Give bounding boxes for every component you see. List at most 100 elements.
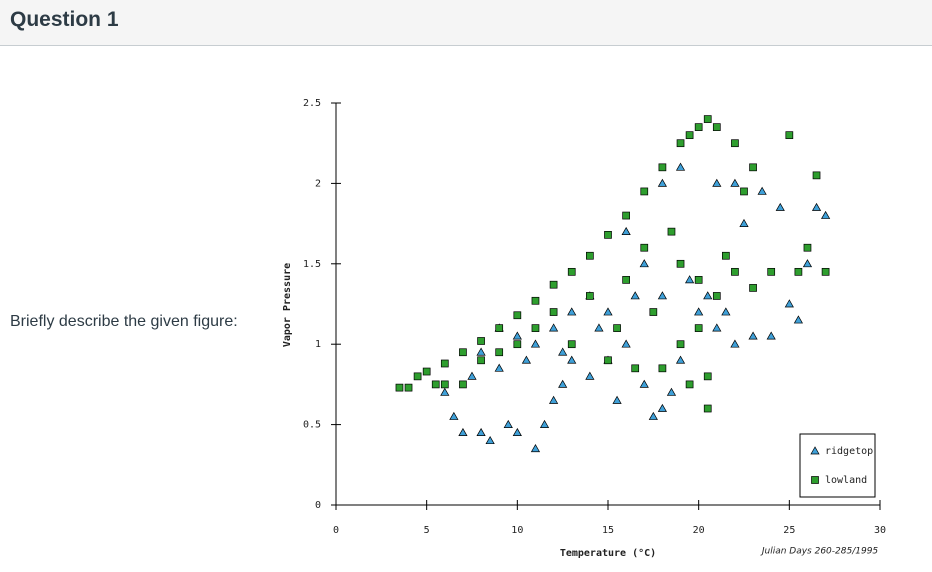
point (567, 340, 576, 349)
question-title: Question 1 (10, 8, 119, 31)
point (549, 308, 558, 316)
point (658, 163, 667, 172)
x-tick-label: 30 (874, 525, 886, 536)
point (604, 356, 612, 365)
point (495, 348, 504, 357)
point (694, 307, 704, 316)
point (594, 323, 604, 332)
point (558, 379, 568, 388)
question-header: Question 1 (0, 0, 932, 46)
point (694, 276, 703, 284)
point (567, 267, 576, 276)
point (640, 243, 649, 252)
point (467, 371, 477, 380)
point (675, 162, 686, 171)
point (494, 363, 504, 372)
point (740, 187, 748, 196)
point (521, 355, 532, 364)
point (802, 259, 813, 268)
point (512, 331, 522, 340)
point (748, 331, 758, 340)
point (712, 178, 722, 187)
x-tick-label: 20 (693, 525, 705, 536)
point (712, 123, 721, 131)
point (622, 276, 630, 284)
point (721, 307, 731, 316)
point (657, 291, 668, 300)
point (548, 323, 559, 332)
y-tick-label: 2 (315, 178, 321, 189)
point (730, 178, 740, 187)
legend-marker (811, 476, 819, 484)
point (794, 267, 803, 276)
point (413, 372, 422, 381)
point (703, 115, 712, 123)
point (820, 210, 831, 219)
point (503, 419, 513, 428)
point (422, 367, 431, 376)
legend-label: ridgetop (825, 446, 873, 457)
y-tick-label: 0.5 (303, 420, 321, 431)
legend-marker (810, 446, 820, 455)
point (657, 178, 668, 187)
point (775, 202, 785, 211)
point (703, 372, 712, 381)
y-tick-label: 1.5 (303, 259, 321, 270)
point (821, 267, 830, 276)
point (476, 347, 486, 356)
point (676, 259, 685, 268)
x-tick-label: 15 (602, 525, 614, 536)
point (477, 337, 485, 345)
point (667, 227, 676, 236)
point (495, 324, 504, 332)
point (694, 123, 703, 131)
point (440, 359, 449, 368)
point (558, 347, 568, 356)
point (531, 296, 540, 305)
point (513, 340, 522, 349)
point (613, 324, 621, 332)
point (395, 383, 404, 392)
x-tick-label: 0 (333, 525, 339, 536)
point (612, 395, 622, 404)
point (676, 139, 685, 148)
point (440, 387, 450, 396)
point (476, 427, 486, 436)
annotation: Julian Days 260-285/1995 (760, 547, 879, 557)
point (549, 280, 558, 289)
point (586, 292, 594, 300)
point (621, 339, 631, 348)
point (530, 339, 541, 348)
point (766, 331, 776, 340)
point (585, 371, 595, 380)
point (803, 243, 812, 252)
point (477, 356, 485, 365)
point (404, 383, 413, 392)
point (694, 324, 703, 332)
point (567, 307, 577, 316)
point (685, 380, 694, 389)
point (639, 259, 649, 268)
point (811, 202, 822, 211)
point (513, 311, 522, 320)
y-axis-label: Vapor Pressure (282, 263, 293, 347)
point (749, 284, 757, 292)
point (531, 324, 540, 332)
point (539, 419, 550, 428)
x-tick-label: 10 (511, 525, 523, 536)
point (685, 131, 694, 140)
x-tick-label: 5 (424, 525, 430, 536)
point (604, 231, 612, 239)
point (703, 404, 712, 413)
point (793, 315, 804, 324)
point (449, 411, 459, 420)
y-tick-label: 0 (315, 500, 321, 511)
point (485, 435, 495, 445)
point (458, 427, 468, 436)
point (657, 403, 668, 412)
point (739, 218, 749, 227)
point (703, 291, 713, 300)
point (785, 131, 794, 140)
point (440, 380, 449, 389)
